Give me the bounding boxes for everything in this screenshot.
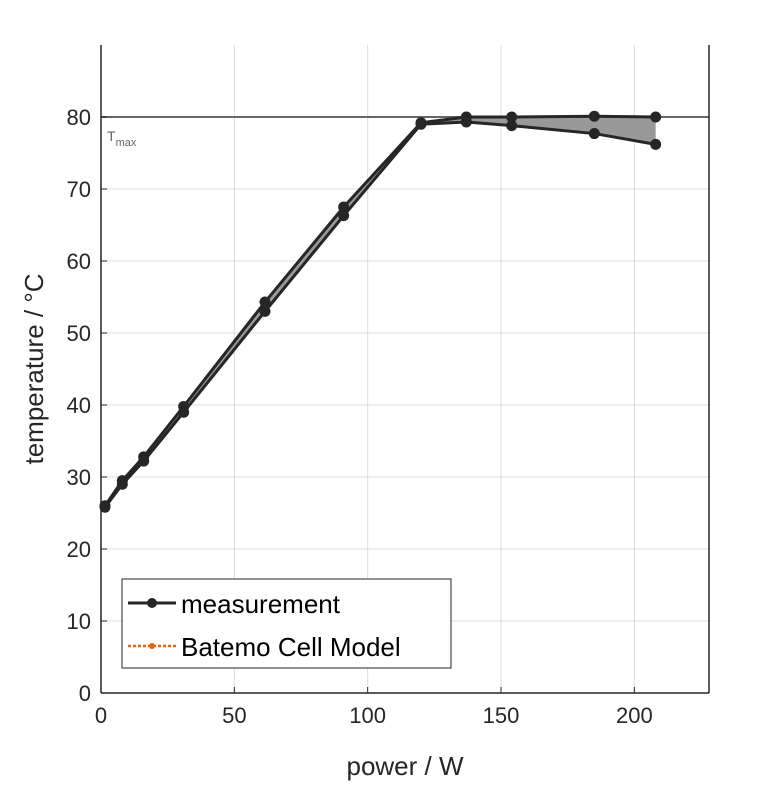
legend-model-marker: [149, 643, 155, 649]
x-axis-label: power / W: [346, 751, 463, 781]
series-group: [99, 110, 662, 513]
legend-model-label: Batemo Cell Model: [181, 632, 401, 662]
series-line: [103, 114, 656, 507]
y-tick-label: 10: [67, 609, 91, 634]
x-tick-label: 50: [222, 703, 246, 728]
data-point: [259, 296, 271, 308]
y-tick-label: 20: [67, 537, 91, 562]
data-point: [460, 116, 472, 128]
data-point: [338, 201, 350, 213]
data-point: [588, 110, 600, 122]
legend-measurement-label: measurement: [181, 589, 341, 619]
data-point: [650, 111, 662, 123]
x-tick-label: 200: [616, 703, 653, 728]
x-tick-label: 0: [95, 703, 107, 728]
x-tick-label: 150: [483, 703, 520, 728]
data-point: [415, 118, 427, 130]
data-point: [506, 111, 518, 123]
band-fill: [105, 116, 656, 508]
y-tick-label: 50: [67, 321, 91, 346]
data-point: [506, 120, 518, 132]
legend: measurement Batemo Cell Model: [121, 578, 452, 669]
y-tick-label: 0: [79, 681, 91, 706]
x-tick-label: 100: [349, 703, 386, 728]
data-point: [99, 501, 111, 513]
y-tick-label: 80: [67, 105, 91, 130]
data-point: [588, 128, 600, 140]
legend-measurement-marker: [147, 598, 157, 608]
data-point: [338, 210, 350, 222]
data-point: [178, 406, 190, 418]
tmax-label: Tmax: [107, 128, 137, 149]
y-tick-label: 30: [67, 465, 91, 490]
y-tick-label: 60: [67, 249, 91, 274]
axes: 0 50 100 150 200 0 10 20 30 40 50 60 70 80: [67, 45, 710, 728]
y-axis-label: temperature / °C: [19, 273, 49, 464]
y-tick-label: 70: [67, 177, 91, 202]
y-tick-label: 40: [67, 393, 91, 418]
data-point: [138, 455, 150, 467]
data-point: [116, 478, 128, 490]
band-area: [105, 116, 656, 508]
series-line: [103, 120, 656, 509]
data-point: [259, 305, 271, 317]
data-point: [650, 138, 662, 150]
